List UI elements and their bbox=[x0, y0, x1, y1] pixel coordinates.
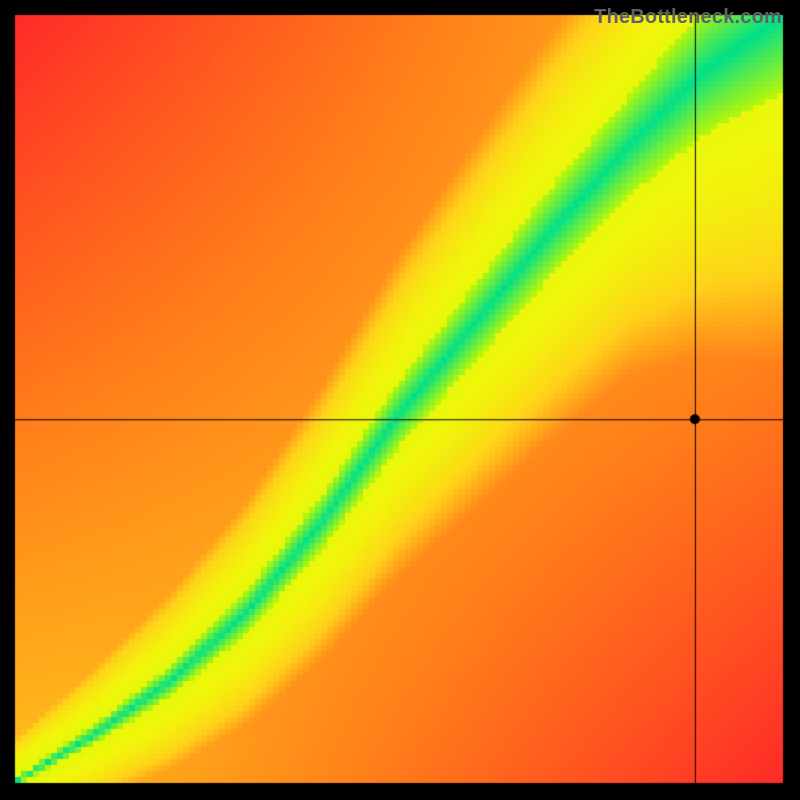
bottleneck-heatmap-chart bbox=[0, 0, 800, 800]
watermark-label: TheBottleneck.com bbox=[594, 6, 782, 29]
